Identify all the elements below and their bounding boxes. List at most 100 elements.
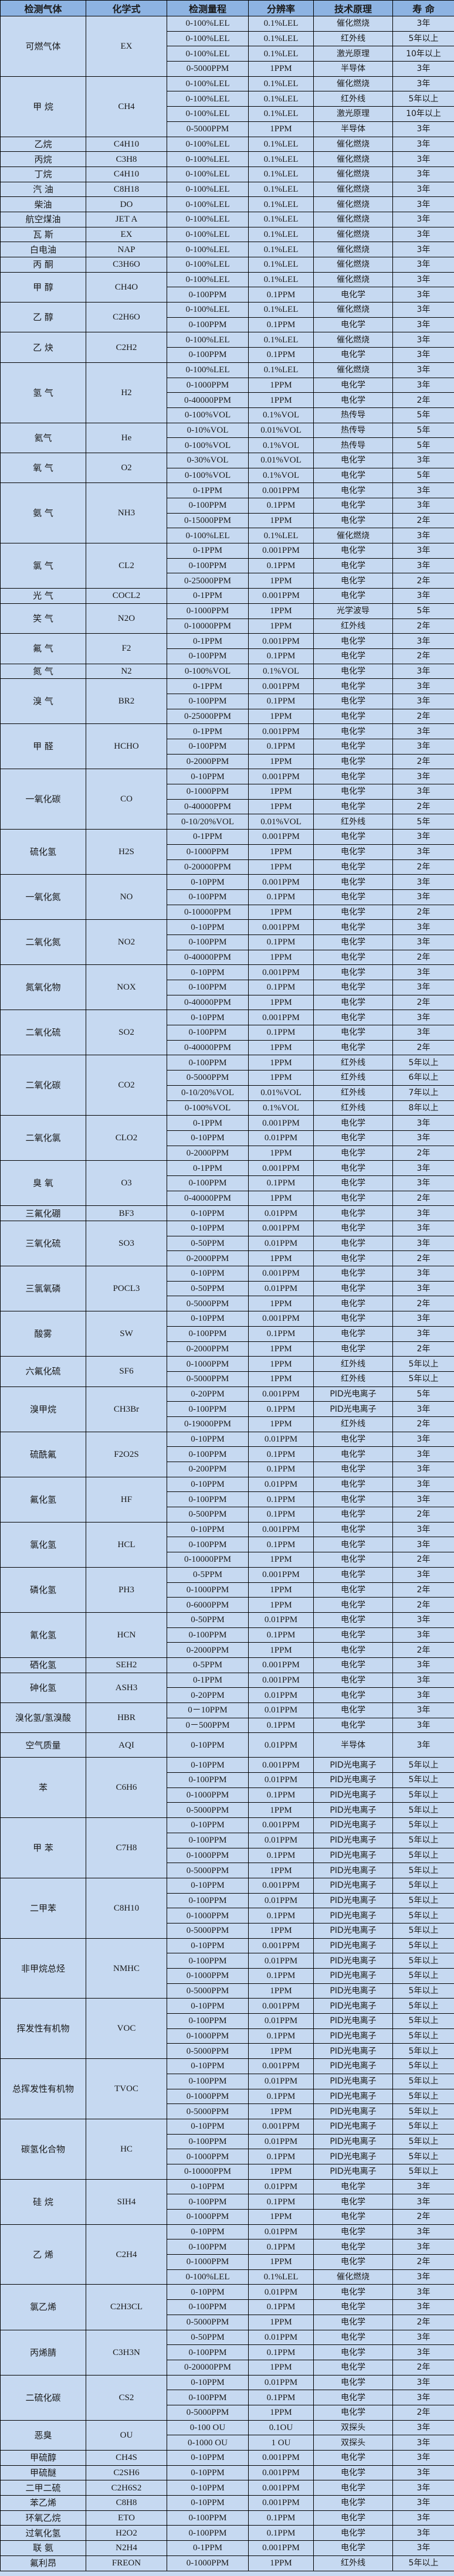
lifespan-cell: 3年 <box>392 362 454 378</box>
resolution-cell: 0.1PPM <box>248 1717 314 1734</box>
range-cell: 0-100PPM <box>167 1892 249 1909</box>
table-row: 二甲二硫 C2H6S2 0-10PPM 0.001PPM 电化学 3年 <box>0 2480 454 2496</box>
principle-cell: 电化学 <box>313 2465 393 2481</box>
resolution-cell: 0.001PPM <box>248 1566 314 1583</box>
range-cell: 0-100PPM <box>167 2510 249 2526</box>
principle-cell: 催化燃烧 <box>313 528 393 544</box>
lifespan-cell: 3年 <box>392 2269 454 2285</box>
lifespan-cell: 5年 <box>392 1386 454 1402</box>
range-cell: 0-25000PPM <box>167 573 249 589</box>
resolution-cell: 0.01PPM <box>248 1280 314 1297</box>
gas-name-cell: 乙 烯 <box>0 2224 86 2285</box>
table-row: 0-20000PPM 1PPM 电化学 2年 <box>1 859 454 875</box>
header-formula: 化学式 <box>86 0 167 16</box>
principle-cell: PID光电离子 <box>313 1892 393 1909</box>
table-row: 溴 气 BR2 0-1PPM 0.001PPM 电化学 3年 <box>0 678 454 725</box>
lifespan-cell: 5年 <box>392 467 454 484</box>
lifespan-cell: 3年 <box>392 1702 454 1718</box>
range-cell: 0-100%LEL <box>167 211 249 227</box>
principle-cell: 电化学 <box>313 1642 393 1658</box>
resolution-cell: 0.1%LEL <box>248 362 314 378</box>
lifespan-cell: 5年以上 <box>392 1371 454 1387</box>
range-cell: 0-100%LEL <box>167 30 249 47</box>
table-row: 六氟化硫 SF6 0-1000PPM 1PPM 红外线 5年以上 <box>0 1356 454 1387</box>
formula-cell: C4H10 <box>86 136 167 152</box>
formula-cell: F2O2S <box>86 1431 167 1477</box>
table-row: 0-100%LEL 0.1%LEL 红外线 5年以上 <box>1 30 454 47</box>
lifespan-cell: 2年 <box>392 2359 454 2376</box>
resolution-cell: 0.01PPM <box>248 1235 314 1252</box>
principle-cell: PID光电离子 <box>313 2028 393 2044</box>
gas-name-cell: 柴油 <box>0 196 86 212</box>
table-row: 氮氧化物 NOX 0-10PPM 0.001PPM 电化学 3年 <box>0 964 454 1011</box>
formula-cell: ASH3 <box>86 1672 167 1704</box>
gas-name-cell: 氨 气 <box>0 482 86 544</box>
resolution-cell: 1PPM <box>248 1070 314 1086</box>
principle-cell: PID光电离子 <box>313 1817 393 1833</box>
lifespan-cell: 2年 <box>392 573 454 589</box>
table-row: 0-5000PPM 1PPM 电化学 2年 <box>1 2404 454 2421</box>
table-row: 0-50PPM 0.01PPM 电化学 3年 <box>1 1280 454 1297</box>
range-cell: 0-100%LEL <box>167 16 249 32</box>
lifespan-cell: 3年 <box>392 1612 454 1628</box>
gas-name-cell: 二甲苯 <box>0 1877 86 1939</box>
gas-name-cell: 氢 气 <box>0 362 86 423</box>
range-cell: 0-100%LEL <box>167 136 249 152</box>
lifespan-cell: 3年 <box>392 784 454 800</box>
gas-name-cell: 非甲烷总烃 <box>0 1938 86 1999</box>
range-cell: 0-100%LEL <box>167 271 249 288</box>
lifespan-cell: 3年 <box>392 1221 454 1236</box>
resolution-cell: 0.01PPM <box>248 2073 314 2089</box>
table-row: 0-1000PPM 1PPM 电化学 2年 <box>1 1582 454 1598</box>
range-cell: 0-100PPM <box>167 498 249 514</box>
gas-name-cell: 联 氨 <box>0 2540 86 2556</box>
range-cell: 0-100%LEL <box>167 332 249 348</box>
range-cell: 0-5000PPM <box>167 1371 249 1387</box>
lifespan-cell: 2年 <box>392 1250 454 1267</box>
table-row: 丙烷 C3H8 0-100%LEL 0.1%LEL 催化燃烧 3年 <box>0 151 454 167</box>
resolution-cell: 0.1PPM <box>248 287 314 303</box>
table-row: 0-5000PPM 1PPM 红外线 6年以上 <box>1 1070 454 1086</box>
gas-name-cell: 二甲二硫 <box>0 2480 86 2496</box>
table-row: 0-2000PPM 1PPM 电化学 2年 <box>1 1250 454 1267</box>
gas-name-cell: 氯乙烯 <box>0 2284 86 2330</box>
principle-cell: 催化燃烧 <box>313 196 393 212</box>
principle-cell: 半导体 <box>313 1732 393 1758</box>
range-cell: 0-5000PPM <box>167 121 249 137</box>
formula-cell: POCL3 <box>86 1266 167 1312</box>
lifespan-cell: 3年 <box>392 121 454 137</box>
range-cell: 0-10PPM <box>167 2480 249 2496</box>
gas-name-cell: 氦气 <box>0 422 86 453</box>
resolution-cell: 1PPM <box>248 1863 314 1878</box>
resolution-cell: 0.1PPM <box>248 1507 314 1523</box>
gas-name-cell: 苯乙烯 <box>0 2495 86 2511</box>
table-row: 三氧化硫 SO3 0-10PPM 0.001PPM 电化学 3年 <box>0 1220 454 1267</box>
resolution-cell: 1PPM <box>248 1642 314 1658</box>
principle-cell: 催化燃烧 <box>313 16 393 32</box>
lifespan-cell: 3年 <box>392 2540 454 2556</box>
formula-cell: He <box>86 422 167 453</box>
range-cell: 0-10PPM <box>167 874 249 890</box>
table-row: 氰化氢 HCN 0-50PPM 0.01PPM 电化学 3年 <box>0 1612 454 1658</box>
principle-cell: 激光原理 <box>313 46 393 62</box>
gas-name-cell: 氟利昂 <box>0 2555 86 2571</box>
range-cell: 0-1000 OU <box>167 2435 249 2451</box>
resolution-cell: 1PPM <box>248 618 314 634</box>
principle-cell: 电化学 <box>313 934 393 950</box>
range-cell: 0-10PPM <box>167 1431 249 1447</box>
principle-cell: 电化学 <box>313 1657 393 1673</box>
lifespan-cell: 2年 <box>392 1582 454 1598</box>
resolution-cell: 1PPM <box>248 2555 314 2571</box>
gas-name-cell: 氧 气 <box>0 452 86 484</box>
principle-cell: 激光原理 <box>313 106 393 122</box>
range-cell: 0-2000PPM <box>167 753 249 770</box>
gas-name-cell: 甲 苯 <box>0 1817 86 1878</box>
range-cell: 0-100PPM <box>167 2133 249 2150</box>
lifespan-cell: 3年 <box>392 1717 454 1734</box>
principle-cell: 电化学 <box>313 2194 393 2210</box>
table-row: 0-40000PPM 1PPM 电化学 2年 <box>1 1039 454 1056</box>
range-cell: 0-100PPM <box>167 2013 249 2029</box>
lifespan-cell: 3年 <box>392 2435 454 2451</box>
range-cell: 0-10PPM <box>167 1205 249 1221</box>
principle-cell: 电化学 <box>313 1296 393 1312</box>
